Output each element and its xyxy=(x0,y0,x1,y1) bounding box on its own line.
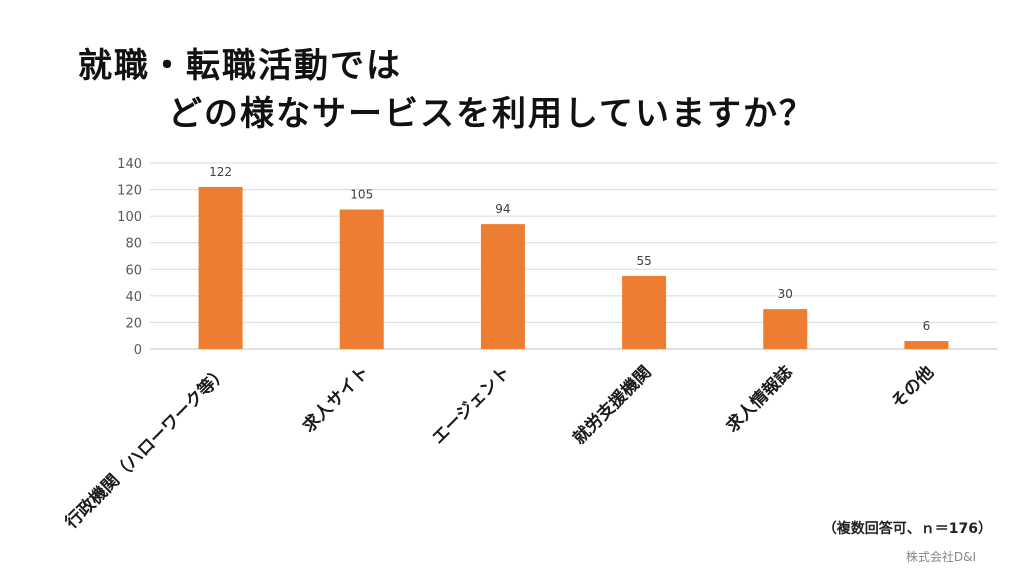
chart-title-line2: どの様なサービスを利用していますか？ xyxy=(168,94,815,134)
y-tick-label: 120 xyxy=(117,184,142,199)
data-labels: 122 105 94 55 30 6 xyxy=(209,165,930,333)
x-tick-label: その他 xyxy=(887,362,938,413)
bar xyxy=(763,309,808,349)
bar xyxy=(339,209,384,349)
x-tick-label: エージェント xyxy=(428,362,514,448)
x-tick-label: 行政機関（ハローワーク等） xyxy=(60,362,232,534)
bars xyxy=(198,186,949,349)
data-label: 122 xyxy=(209,165,232,179)
x-tick-label: 求人情報誌 xyxy=(722,362,797,437)
data-label: 105 xyxy=(350,188,373,202)
x-tick-label: 求人サイト xyxy=(298,362,373,437)
data-label: 6 xyxy=(923,319,931,333)
data-label: 30 xyxy=(778,287,793,301)
bar xyxy=(480,224,525,349)
x-axis-ticks: 行政機関（ハローワーク等） 求人サイト エージェント 就労支援機関 求人情報誌 その他 xyxy=(60,362,938,534)
x-tick-label: 就労支援機関 xyxy=(569,362,656,449)
data-label: 55 xyxy=(636,254,651,268)
y-tick-label: 60 xyxy=(125,263,142,278)
bar xyxy=(904,341,949,349)
y-tick-label: 80 xyxy=(125,237,142,252)
y-tick-label: 20 xyxy=(125,316,142,331)
sample-note: （複数回答可、ｎ＝176） xyxy=(822,521,992,537)
data-label: 94 xyxy=(495,202,510,216)
y-tick-label: 0 xyxy=(134,343,142,358)
bar xyxy=(622,275,667,349)
company-credit: 株式会社D&I xyxy=(905,550,976,564)
y-axis-ticks: 0 20 40 60 80 100 120 140 xyxy=(117,157,142,358)
y-tick-label: 40 xyxy=(125,290,142,305)
y-tick-label: 140 xyxy=(117,157,142,172)
gridlines xyxy=(150,162,997,350)
chart-title-line1: 就職・転職活動では xyxy=(78,46,402,86)
bar xyxy=(198,186,243,349)
y-tick-label: 100 xyxy=(117,210,142,225)
